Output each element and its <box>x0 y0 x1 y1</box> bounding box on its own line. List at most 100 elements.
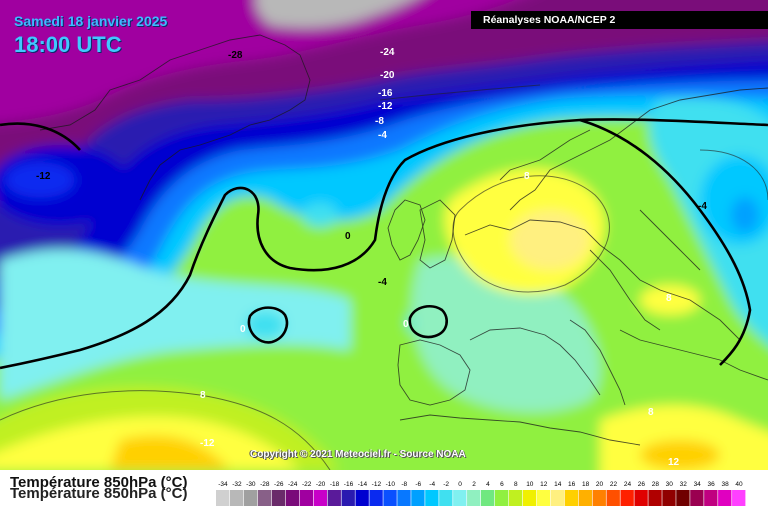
contour-label: -12 <box>36 171 51 182</box>
legend-tick-label: 0 <box>458 481 462 488</box>
legend-tick-label: 10 <box>526 481 534 488</box>
legend-swatch <box>662 490 676 506</box>
map-time: 18:00 UTC <box>14 32 122 57</box>
legend-swatch <box>508 490 523 506</box>
legend-swatch <box>536 490 551 506</box>
legend-tick-label: -6 <box>415 481 421 488</box>
legend-tick-label: 8 <box>514 481 518 488</box>
legend-tick-label: -4 <box>429 481 435 488</box>
legend-swatch <box>257 490 272 506</box>
contour-lines <box>0 118 768 370</box>
map-title: Température 850hPa (°C) <box>10 474 188 491</box>
legend-swatch <box>285 490 300 506</box>
legend-tick-label: -8 <box>401 481 407 488</box>
contour-label: 8 <box>648 407 654 418</box>
temperature-map: -28 -24 -20 -16 -12 -8 -4 -12 0 -4 -4 0 … <box>0 0 768 470</box>
contour-label: 12 <box>668 457 680 468</box>
legend-tick-label: 24 <box>624 481 632 488</box>
legend-tick-label: -16 <box>344 481 354 488</box>
legend-swatch <box>299 490 314 506</box>
legend-tick-label: 2 <box>472 481 476 488</box>
legend-swatch <box>718 490 732 506</box>
contour-label: 0 <box>403 319 409 330</box>
legend-swatch <box>383 490 397 506</box>
legend-swatch <box>494 490 509 506</box>
color-scale: -34 -32 -30 -28 -26 -24 -22 -20 -18 -16 -14 -12 -10-… <box>216 481 746 506</box>
legend-swatch <box>676 490 690 506</box>
legend-tick-label: 16 <box>568 481 576 488</box>
contour-label: 0 <box>345 231 351 242</box>
contour-label: -24 <box>380 47 395 58</box>
legend-swatch <box>327 490 341 506</box>
legend-tick-label: -34 <box>218 481 228 488</box>
source-label: Réanalyses NOAA/NCEP 2 <box>471 11 768 29</box>
coastlines <box>39 34 768 446</box>
legend-tick-label: -22 <box>302 481 312 488</box>
legend-tick-label: 40 <box>735 481 743 488</box>
contour-label: -28 <box>228 50 243 61</box>
legend-tick-label: 4 <box>486 481 490 488</box>
legend-swatch <box>453 490 467 506</box>
map-date: Samedi 18 janvier 2025 <box>14 13 168 29</box>
map-title-shadow: Température 850hPa (°C) <box>10 485 188 502</box>
legend-tick-label: 12 <box>540 481 548 488</box>
legend-tick-label: 6 <box>500 481 504 488</box>
legend-tick-label: 36 <box>708 481 716 488</box>
contour-label: -12 <box>378 101 393 112</box>
legend-swatch <box>606 490 620 506</box>
contour-label: -20 <box>380 70 395 81</box>
contour-label: -16 <box>378 88 393 99</box>
legend-swatch <box>439 490 453 506</box>
contour-label: -4 <box>378 277 387 288</box>
legend-tick-label: 32 <box>680 481 688 488</box>
legend-tick-label: -28 <box>260 481 270 488</box>
legend-tick-label: 18 <box>582 481 590 488</box>
legend-swatch <box>564 490 579 506</box>
contour-label: 8 <box>524 171 530 182</box>
legend-tick-label: 38 <box>721 481 729 488</box>
legend-swatch <box>704 490 718 506</box>
legend-swatch <box>634 490 648 506</box>
legend-tick-label: -24 <box>288 481 298 488</box>
legend-swatch <box>369 490 383 506</box>
legend-swatch <box>243 490 258 506</box>
contour-label: -12 <box>200 438 215 449</box>
contour-label: -8 <box>375 116 384 127</box>
legend-swatch <box>341 490 355 506</box>
legend-tick-label: 34 <box>694 481 702 488</box>
legend-tick-label: 26 <box>638 481 646 488</box>
contour-label: -4 <box>378 130 387 141</box>
contour-label: 8 <box>200 390 206 401</box>
legend-swatch <box>550 490 565 506</box>
legend-tick-label: 28 <box>652 481 660 488</box>
legend-tick-label: -12 <box>372 481 382 488</box>
legend-swatch <box>313 490 327 506</box>
legend-tick-label: -30 <box>246 481 256 488</box>
contour-label: 8 <box>666 293 672 304</box>
contour-labels: -28 -24 -20 -16 -12 -8 -4 -12 0 -4 -4 0 … <box>36 47 707 468</box>
legend-swatch <box>397 490 411 506</box>
contour-label: 0 <box>240 324 246 335</box>
legend-tick-label: -26 <box>274 481 284 488</box>
legend-tick-label: -10 <box>386 481 396 488</box>
legend-swatch <box>620 490 634 506</box>
legend-tick-label: 30 <box>666 481 674 488</box>
legend-tick-label: 20 <box>596 481 604 488</box>
legend-swatch <box>481 490 495 506</box>
copyright-text: Copyright © 2021 Meteociel.fr - Source N… <box>250 449 466 460</box>
legend-swatch <box>271 490 286 506</box>
legend-swatch <box>648 490 662 506</box>
legend-swatch <box>425 490 439 506</box>
legend-swatch <box>355 490 369 506</box>
legend-tick-label: -20 <box>316 481 326 488</box>
legend-swatch <box>216 490 230 506</box>
legend-tick-label: -14 <box>358 481 368 488</box>
legend-tick-label: -32 <box>232 481 242 488</box>
legend-swatch <box>578 490 592 506</box>
legend-swatch <box>229 490 244 506</box>
legend-swatch <box>690 490 704 506</box>
legend-swatch <box>732 490 746 506</box>
legend-tick-label: -2 <box>443 481 449 488</box>
legend-swatch <box>592 490 606 506</box>
